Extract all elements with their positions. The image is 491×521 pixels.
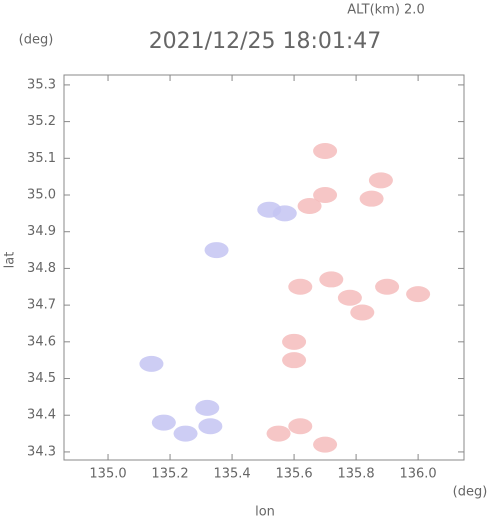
y-tick-label: 34.4	[27, 408, 56, 423]
echo-patch	[313, 142, 338, 159]
echo-patch	[297, 198, 322, 215]
y-tick-label: 35.1	[27, 151, 56, 166]
echo-patch	[195, 399, 220, 416]
echo-patch	[319, 271, 344, 288]
x-unit: (deg)	[453, 485, 488, 500]
y-tick-label: 34.3	[27, 444, 56, 459]
echo-patch	[198, 418, 223, 435]
echo-patch	[282, 352, 307, 369]
x-tick-label: 136.0	[399, 467, 436, 482]
echo-patch	[313, 436, 338, 453]
echo-patch	[266, 425, 291, 442]
y-tick-label: 34.9	[27, 224, 56, 239]
echo-patch	[359, 190, 384, 207]
echo-patch	[204, 242, 229, 259]
x-tick-label: 135.2	[151, 467, 188, 482]
y-tick-label: 34.8	[27, 261, 56, 276]
chart-title: 2021/12/25 18:01:47	[149, 29, 382, 54]
echo-patch	[350, 304, 375, 321]
echo-patch	[288, 278, 313, 295]
y-tick-label: 35.0	[27, 188, 56, 203]
y-tick-label: 34.5	[27, 371, 56, 386]
x-tick-label: 135.4	[213, 467, 250, 482]
y-tick-label: 35.3	[27, 77, 56, 92]
echo-patch	[375, 278, 400, 295]
y-tick-label: 34.7	[27, 298, 56, 313]
x-axis-label: lon	[255, 505, 275, 520]
y-tick-label: 34.6	[27, 334, 56, 349]
echo-patch	[288, 418, 313, 435]
y-axis-label: lat	[3, 252, 18, 269]
echo-patch	[337, 289, 362, 306]
echo-patch	[313, 187, 338, 204]
x-tick-label: 135.0	[89, 467, 126, 482]
echo-patch	[173, 425, 198, 442]
y-tick-label: 35.2	[27, 114, 56, 129]
echo-patch	[139, 355, 164, 372]
echo-patch	[406, 286, 431, 303]
y-unit: (deg)	[19, 33, 54, 48]
echo-patch	[368, 172, 393, 189]
plot-frame	[63, 74, 465, 461]
x-tick-label: 135.8	[337, 467, 374, 482]
echo-patch	[151, 414, 176, 431]
echo-patch	[272, 205, 297, 222]
altitude: ALT(km) 2.0	[347, 3, 424, 18]
echo-patch	[282, 333, 307, 350]
x-tick-label: 135.6	[275, 467, 312, 482]
